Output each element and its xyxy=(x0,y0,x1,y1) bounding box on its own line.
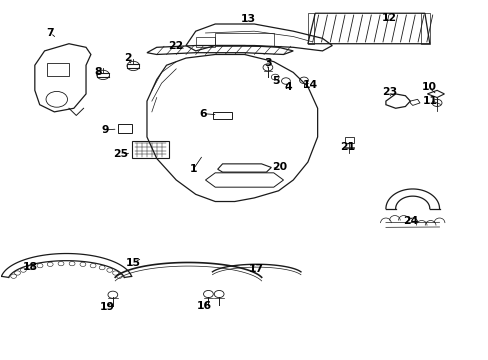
Text: 22: 22 xyxy=(167,41,183,50)
Bar xyxy=(420,13,429,44)
Text: 8: 8 xyxy=(94,67,102,77)
Text: 21: 21 xyxy=(340,141,355,152)
Text: 4: 4 xyxy=(284,82,292,92)
Text: 14: 14 xyxy=(303,80,318,90)
Text: 6: 6 xyxy=(199,109,206,119)
Text: 16: 16 xyxy=(197,301,212,311)
Text: 11: 11 xyxy=(423,96,437,106)
Bar xyxy=(132,141,168,158)
Text: 9: 9 xyxy=(102,125,109,135)
Text: 25: 25 xyxy=(113,149,128,159)
Text: 2: 2 xyxy=(123,53,131,63)
Bar xyxy=(215,33,273,45)
Text: 24: 24 xyxy=(402,216,417,226)
Text: 20: 20 xyxy=(272,162,287,172)
Text: 13: 13 xyxy=(241,14,255,24)
Bar xyxy=(195,37,215,47)
Text: 15: 15 xyxy=(125,258,141,268)
Text: 17: 17 xyxy=(248,264,263,274)
Text: 5: 5 xyxy=(272,76,279,86)
Bar xyxy=(47,63,69,76)
Bar xyxy=(212,112,232,119)
Text: 1: 1 xyxy=(189,164,197,174)
Bar xyxy=(344,137,353,143)
Text: 7: 7 xyxy=(46,28,54,38)
Text: 18: 18 xyxy=(22,262,38,272)
Bar xyxy=(344,147,353,148)
Text: 23: 23 xyxy=(382,87,397,97)
Text: 10: 10 xyxy=(421,82,435,93)
Text: 12: 12 xyxy=(382,13,397,23)
Bar xyxy=(118,125,132,134)
Bar xyxy=(307,13,313,44)
Text: 3: 3 xyxy=(264,58,271,68)
Text: 19: 19 xyxy=(99,302,114,312)
